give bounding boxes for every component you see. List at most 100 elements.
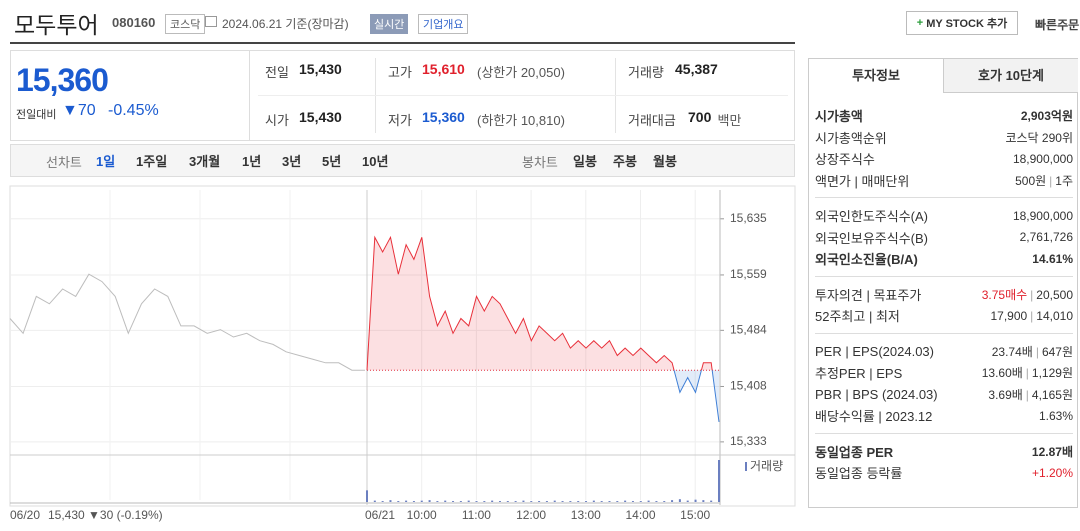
value-part: 18,900,000 xyxy=(1012,208,1073,223)
prev-summary: 15,430 ▼30 (-0.19%) xyxy=(48,508,163,522)
value-part: 500원 xyxy=(1015,173,1047,188)
value-part: 12.87배 xyxy=(1031,444,1073,459)
stat-label: 거래량 xyxy=(628,65,664,80)
info-label: PBR | BPS (2024.03) xyxy=(815,386,938,402)
candle-tab[interactable]: 일봉 xyxy=(573,154,597,169)
period-tab[interactable]: 1년 xyxy=(242,154,262,169)
separator: | xyxy=(1030,308,1034,323)
tab-group-label: 선차트 xyxy=(46,155,82,170)
volume-bar xyxy=(545,501,548,502)
volume-bar xyxy=(718,460,720,502)
info-value: 12.87배 xyxy=(1032,443,1073,460)
info-row: 외국인한도주식수(A) 18,900,000 xyxy=(815,205,1073,226)
volume-bar xyxy=(702,500,705,502)
info-label: 시가총액순위 xyxy=(815,130,887,146)
period-tab[interactable]: 10년 xyxy=(362,154,389,169)
x-tick-label: 13:00 xyxy=(571,508,601,522)
separator: | xyxy=(1025,366,1029,380)
value-part: 23.74배 xyxy=(991,344,1033,359)
mystock-button[interactable]: + MY STOCK 추가 xyxy=(906,11,1018,35)
volume-bar xyxy=(428,500,431,502)
info-value: 14.61% xyxy=(1032,252,1073,266)
volume-bar xyxy=(389,500,392,502)
volume-bar xyxy=(569,501,572,502)
value-part: 14.61% xyxy=(1032,251,1073,266)
info-value: 13.60배 | 1,129원 xyxy=(982,364,1073,381)
realtime-badge[interactable]: 실시간 xyxy=(370,14,409,34)
period-tab[interactable]: 5년 xyxy=(322,154,342,169)
info-value: 2,761,726 xyxy=(1020,230,1073,244)
volume-bar xyxy=(498,501,501,502)
value-part: 1주 xyxy=(1055,173,1073,188)
value-part: 647원 xyxy=(1041,344,1073,359)
volume-bar xyxy=(397,501,400,502)
info-value: 2,903억원 xyxy=(1021,107,1073,124)
x-day-label: 06/21 xyxy=(365,508,395,522)
stock-code: 080160 xyxy=(112,15,156,30)
candle-tab[interactable]: 주봉 xyxy=(613,154,637,169)
info-value: 코스닥 290위 xyxy=(1005,129,1073,146)
price-line-up xyxy=(366,235,713,371)
info-row: 52주최고 | 최저 17,900 | 14,010 xyxy=(815,305,1073,326)
info-label: 시가총액 xyxy=(815,109,863,124)
info-row: 외국인소진율(B/A) 14.61% xyxy=(815,248,1073,269)
period-tab[interactable]: 1일 xyxy=(96,154,116,169)
value-part: 18,900,000 xyxy=(1012,151,1073,166)
volume-bar xyxy=(686,500,689,502)
value-part: 14,010 xyxy=(1036,308,1073,323)
y-tick-label: 15,559 xyxy=(730,267,767,281)
info-label: 배당수익률 | 2023.12 xyxy=(815,409,933,424)
x-tick-label: 12:00 xyxy=(516,508,546,522)
volume-bar xyxy=(624,500,627,502)
info-row: 외국인보유주식수(B) 2,761,726 xyxy=(815,227,1073,248)
volume-bar xyxy=(655,501,658,502)
candle-tab[interactable]: 월봉 xyxy=(653,154,677,169)
date: 2024.06.21 기준(장마감) xyxy=(222,17,349,31)
price-box xyxy=(10,50,250,141)
volume-bar xyxy=(506,501,509,502)
value-part: 1,129원 xyxy=(1031,366,1073,380)
stat-value: 15,610 xyxy=(422,61,465,77)
volume-bar xyxy=(585,501,588,502)
area-up xyxy=(367,237,719,371)
info-value: 1.63% xyxy=(1039,409,1073,423)
info-tab[interactable]: 투자정보 xyxy=(809,59,943,93)
volume-bar xyxy=(452,501,455,502)
stat-label: 고가 xyxy=(388,65,412,80)
volume-bar xyxy=(600,501,603,502)
stat-value: 15,360 xyxy=(422,109,465,125)
stat-label: 저가 xyxy=(388,113,412,128)
period-tab[interactable]: 3년 xyxy=(282,154,302,169)
y-tick-label: 15,333 xyxy=(730,434,767,448)
period-tab[interactable]: 3개월 xyxy=(189,154,221,169)
volume-bar xyxy=(475,501,478,502)
info-label: 동일업종 등락률 xyxy=(815,466,903,481)
info-value: 3.75매수 | 20,500 xyxy=(982,286,1073,303)
stat-value: 15,430 xyxy=(299,109,342,125)
info-label: 52주최고 | 최저 xyxy=(815,309,900,324)
overview-button[interactable]: 기업개요 xyxy=(418,14,469,34)
volume-bar xyxy=(514,501,517,502)
chart-frame xyxy=(9,185,796,507)
value-part: 4,165원 xyxy=(1031,387,1073,402)
volume-bar xyxy=(436,501,439,502)
volume-bar xyxy=(381,501,384,502)
period-tab[interactable]: 1주일 xyxy=(136,154,168,169)
volume-bar xyxy=(647,500,650,502)
chart: 15,635 15,559 15,484 15,408 15,333 10:00 11:00… xyxy=(9,185,796,522)
info-label: 투자의견 | 목표주가 xyxy=(815,287,922,303)
info-divider xyxy=(815,197,1073,198)
info-value: 23.74배 | 647원 xyxy=(992,343,1073,360)
stock-name: 모두투어 xyxy=(14,12,99,38)
volume-bar xyxy=(608,501,611,502)
stat-value: 700 xyxy=(688,109,712,125)
quick-order[interactable]: 빠른주문 xyxy=(1035,18,1080,32)
volume-bar xyxy=(631,501,634,502)
separator: | xyxy=(1049,173,1053,188)
calendar-icon xyxy=(205,16,217,27)
x-tick-label: 10:00 xyxy=(407,508,437,522)
separator: | xyxy=(1035,344,1039,359)
info-panel xyxy=(808,58,1078,508)
volume-bar xyxy=(420,500,423,502)
info-tab[interactable]: 호가 10단계 xyxy=(943,59,1078,93)
